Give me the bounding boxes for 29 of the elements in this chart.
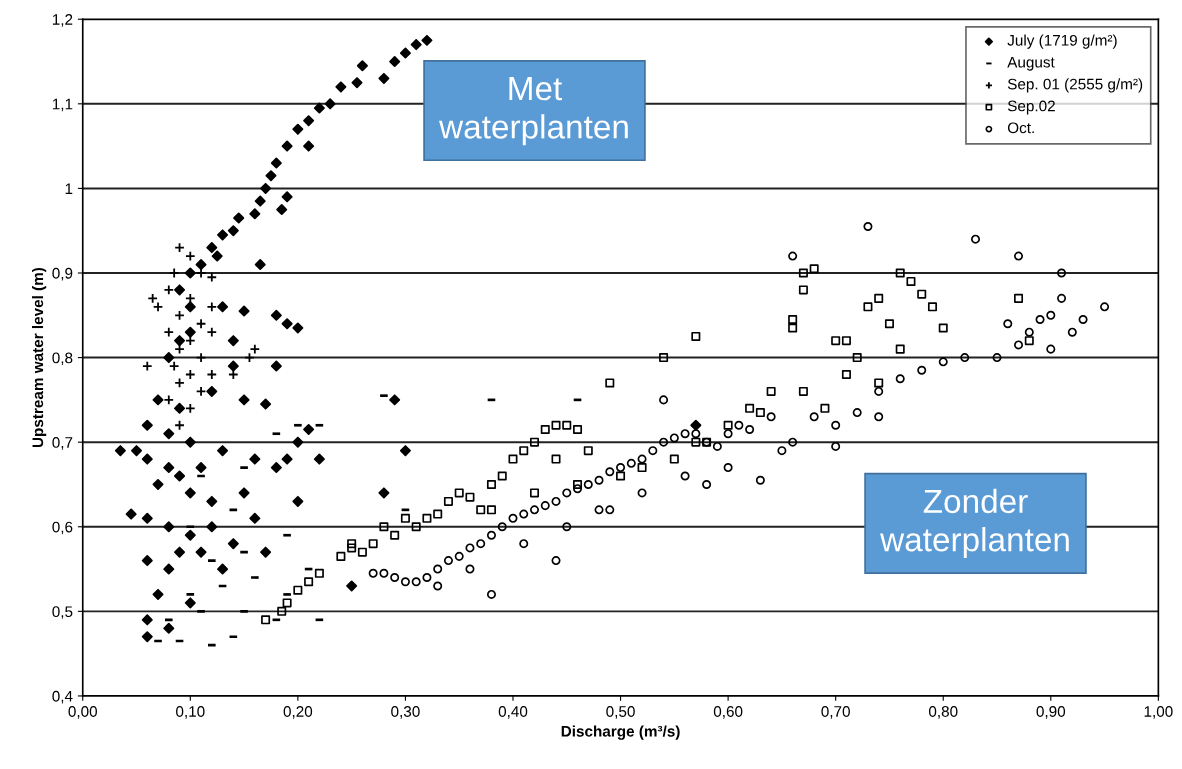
y-tick-label: 0,6 — [52, 521, 73, 535]
x-tick-label: 0,60 — [713, 706, 743, 719]
y-tick-label: 1,1 — [52, 98, 73, 112]
annotation: Met waterplanten — [439, 77, 628, 146]
legend-label: July (1719 g/m²) — [1007, 34, 1117, 49]
x-tick-label: 0,30 — [391, 706, 420, 719]
legend-label: August — [1007, 56, 1055, 71]
x-tick-label: 0,80 — [928, 706, 958, 719]
annotation: Zonder waterplanten — [880, 488, 1069, 559]
y-tick-label: 1 — [65, 183, 73, 194]
x-tick-label: 0,50 — [606, 706, 635, 719]
x-tick-label: 0,20 — [283, 706, 313, 719]
x-tick-label: 0,00 — [68, 706, 98, 719]
x-tick-label: 0,70 — [821, 706, 850, 719]
x-tick-label: 0,40 — [498, 706, 528, 719]
y-tick-label: 0,8 — [52, 352, 73, 366]
x-tick-label: 0,10 — [176, 706, 205, 719]
x-tick-label: 0,90 — [1036, 706, 1066, 719]
y-tick-label: 0,7 — [52, 437, 73, 450]
x-axis-title: Discharge (m³/s) — [561, 725, 680, 740]
legend-label: Sep. 01 (2555 g/m²) — [1007, 78, 1143, 93]
x-tick-label: 1,00 — [1144, 706, 1173, 719]
y-tick-label: 0,9 — [52, 267, 73, 281]
legend-label: Oct. — [1007, 122, 1034, 134]
y-tick-label: 1,2 — [52, 14, 73, 27]
y-tick-label: 0,5 — [52, 606, 73, 619]
y-axis-title: Upstream water level (m) — [31, 267, 47, 448]
y-tick-label: 0,4 — [52, 690, 73, 704]
legend-label: Sep.02 — [1007, 100, 1055, 115]
